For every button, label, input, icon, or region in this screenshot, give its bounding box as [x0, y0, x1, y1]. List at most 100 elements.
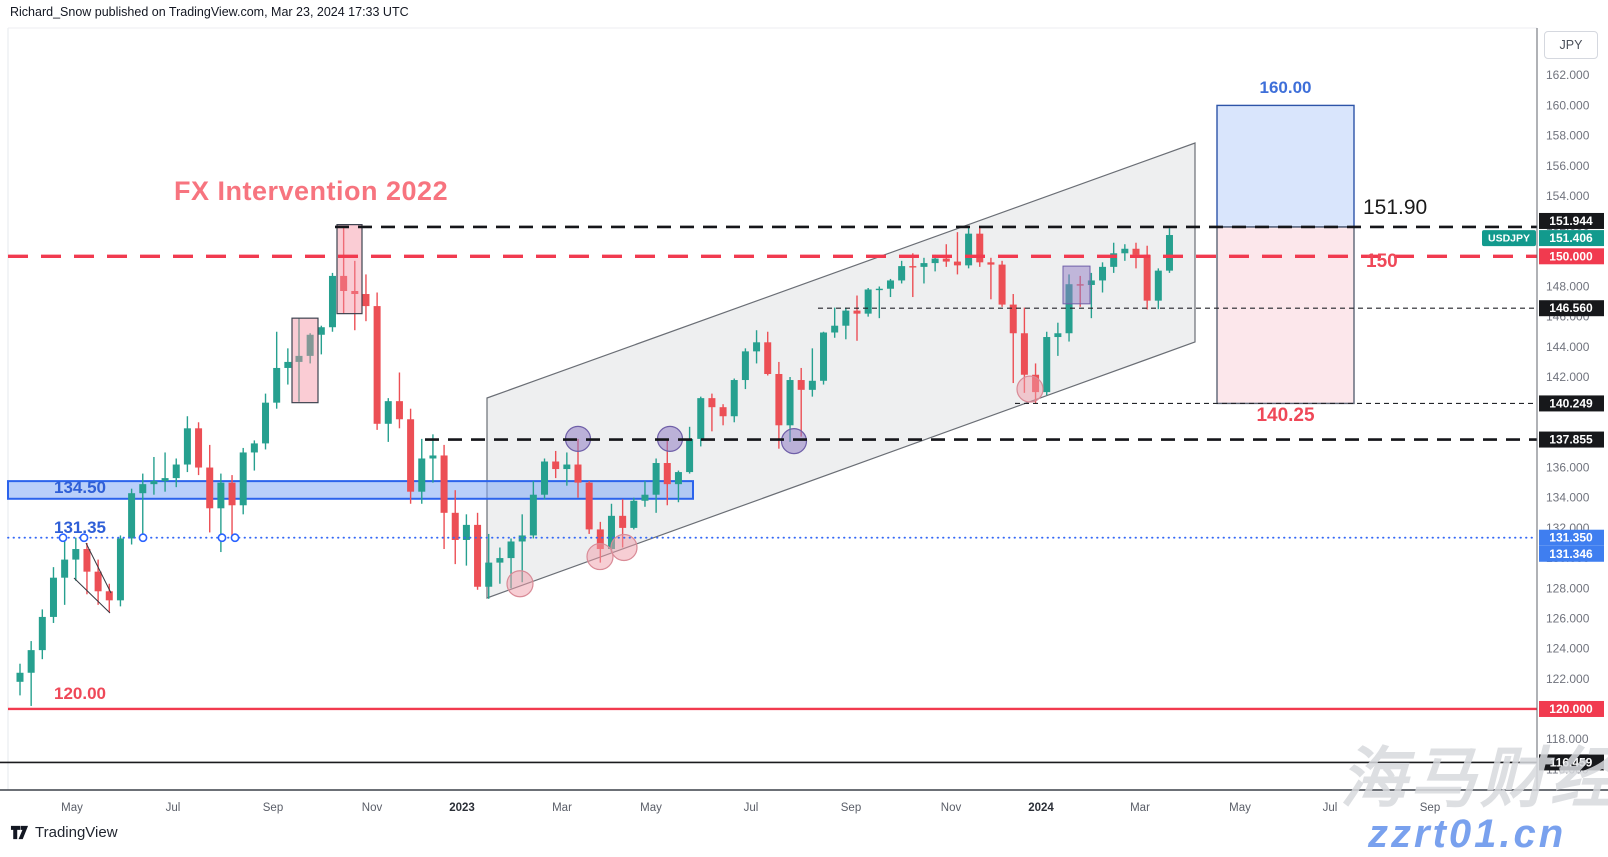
candle-body: [440, 455, 448, 513]
price-tag-text: 146.560: [1549, 301, 1593, 315]
candle-body: [953, 261, 961, 266]
candle: [440, 444, 448, 550]
candle-body: [1132, 248, 1140, 255]
candle-body: [942, 258, 950, 262]
level-131-35-label: 131.35: [54, 518, 106, 537]
watermark-url: zzrt01.cn: [1368, 812, 1567, 856]
candle: [206, 444, 214, 533]
price-tag[interactable]: 120.000: [1539, 700, 1604, 717]
candle: [317, 325, 325, 355]
line-anchor-dot[interactable]: [230, 533, 240, 543]
candle-body: [920, 263, 928, 267]
candle-body: [864, 289, 872, 314]
line-anchor-dot[interactable]: [138, 533, 148, 543]
candle-body: [797, 380, 805, 390]
candle-body: [965, 233, 973, 266]
candle: [1087, 272, 1095, 319]
candle: [373, 292, 381, 430]
time-axis-month-label: Nov: [941, 802, 962, 814]
candle-body: [1121, 248, 1129, 254]
price-tag-text: 150.000: [1549, 249, 1593, 263]
currency-axis-button[interactable]: JPY: [1544, 31, 1598, 59]
candle: [563, 452, 571, 486]
price-tick-label: 142.000: [1546, 370, 1590, 384]
candle-body: [418, 458, 426, 492]
price-tag-bg: [1539, 529, 1604, 546]
candle: [16, 663, 24, 696]
candle-body: [250, 443, 258, 453]
price-tag-text: 151.406: [1549, 231, 1593, 245]
candle-body: [875, 288, 883, 291]
candle: [474, 512, 482, 590]
candle-body: [641, 494, 649, 501]
pink-marker-circle: [586, 542, 614, 571]
candle: [407, 408, 415, 504]
price-tag[interactable]: 131.350: [1539, 529, 1604, 546]
price-tick-label: 136.000: [1546, 461, 1590, 475]
price-tick-label: 148.000: [1546, 279, 1590, 293]
time-axis-month-label: May: [640, 802, 662, 814]
candle: [116, 535, 124, 607]
candle-body: [49, 577, 57, 617]
price-tag[interactable]: 131.346: [1539, 545, 1604, 562]
candle-body: [909, 266, 917, 268]
candle: [965, 227, 973, 269]
candle: [831, 307, 839, 338]
candle: [262, 393, 270, 450]
candle-body: [831, 325, 839, 333]
candle-body: [1110, 253, 1118, 267]
price-axis[interactable]: 162.000160.000158.000156.000154.000152.0…: [1539, 68, 1604, 776]
candle: [395, 372, 403, 429]
candle: [228, 475, 236, 537]
price-tag[interactable]: 140.249: [1539, 395, 1604, 412]
time-axis-month-label: Mar: [552, 802, 572, 814]
price-tag[interactable]: 116.459: [1539, 754, 1604, 771]
line-anchor-dot[interactable]: [58, 533, 68, 543]
price-tick-label: 154.000: [1546, 189, 1590, 203]
price-tag[interactable]: 151.406: [1539, 230, 1604, 247]
candle: [998, 260, 1006, 307]
price-tag-text: 151.944: [1549, 214, 1593, 228]
line-anchor-dot[interactable]: [79, 533, 89, 543]
symbol-price-tag: USDJPY: [1482, 230, 1536, 247]
candle-body: [94, 571, 102, 592]
price-tag[interactable]: 150.000: [1539, 248, 1604, 265]
price-tag[interactable]: 137.855: [1539, 431, 1604, 448]
price-tick-label: 156.000: [1546, 159, 1590, 173]
candle: [697, 396, 705, 447]
time-axis-month-label: May: [1229, 802, 1251, 814]
candle-body: [273, 367, 281, 403]
price-tag[interactable]: 146.560: [1539, 300, 1604, 317]
projection-box-upside: [1216, 104, 1355, 228]
price-tag-bg: [1539, 300, 1604, 317]
header-byline: Richard_Snow published on TradingView.co…: [10, 5, 409, 19]
tradingview-logo[interactable]: TradingView: [10, 823, 118, 842]
price-tag[interactable]: 151.944: [1539, 212, 1604, 229]
projection-box-downside: [1216, 226, 1355, 405]
price-tag-text: 120.000: [1549, 702, 1593, 716]
candle-body: [351, 291, 359, 295]
candle-body: [741, 351, 749, 381]
candle: [820, 331, 828, 385]
candle: [552, 450, 560, 479]
candle-body: [1020, 333, 1028, 375]
price-tag-bg: [1539, 700, 1604, 717]
price-tag-text: 137.855: [1549, 433, 1593, 447]
candle: [976, 227, 984, 267]
price-tick-label: 162.000: [1546, 68, 1590, 82]
time-axis[interactable]: May Jul Sep Nov 2023 Mar May Jul Sep Nov 2024 Mar Ma…: [61, 802, 1440, 814]
candle: [83, 542, 91, 595]
candle: [27, 641, 35, 706]
candle: [351, 260, 359, 331]
candle-body: [976, 233, 984, 263]
candle-body: [764, 342, 772, 374]
time-axis-month-label: Mar: [1130, 802, 1150, 814]
candle-body: [518, 535, 526, 542]
time-axis-month-label: Sep: [841, 802, 861, 814]
candle-body: [116, 538, 124, 601]
line-anchor-dot[interactable]: [217, 533, 227, 543]
price-tick-label: 158.000: [1546, 129, 1590, 143]
candle-body: [83, 549, 91, 572]
candle-body: [574, 464, 582, 483]
